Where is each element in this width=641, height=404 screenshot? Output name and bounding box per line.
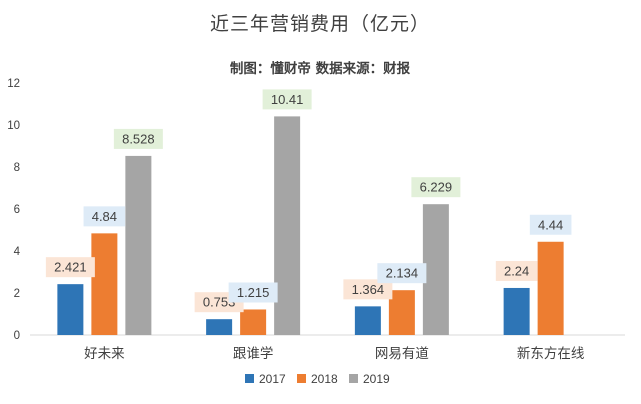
legend-swatch-2018 [297, 374, 306, 383]
data-label: 4.44 [538, 217, 563, 232]
y-tick-label: 2 [14, 288, 20, 300]
data-label: 6.229 [420, 180, 453, 195]
data-label: 8.528 [122, 131, 155, 146]
chart-title: 近三年营销费用（亿元） [210, 13, 430, 35]
data-label-bg [262, 89, 312, 110]
x-category-label: 好未来 [84, 346, 125, 362]
bar-2019 [274, 116, 301, 335]
legend-label: 2018 [311, 372, 338, 386]
bar-2018 [91, 233, 118, 335]
y-tick-label: 6 [14, 204, 20, 216]
legend-label: 2017 [259, 372, 286, 386]
data-label: 0.753 [203, 295, 236, 310]
data-label-bg [45, 257, 95, 278]
data-label: 2.134 [386, 266, 419, 281]
bar-2019 [422, 204, 449, 335]
legend-label: 2019 [363, 372, 390, 386]
bars [57, 116, 564, 335]
data-label-bg [495, 260, 538, 281]
legend-swatch-2019 [349, 374, 358, 383]
bar-2018 [388, 290, 415, 335]
y-tick-label: 0 [14, 330, 20, 342]
chart-subtitle: 制图：懂财帝 数据来源：财报 [230, 60, 411, 77]
legend: 2017 2018 2019 [245, 372, 390, 386]
x-category-label: 跟谁学 [233, 346, 274, 362]
data-label: 2.24 [504, 263, 529, 278]
data-label-bg [529, 214, 572, 235]
data-label-bg [83, 206, 126, 227]
data-label-bg [377, 263, 427, 284]
data-label-bg [411, 177, 461, 198]
y-tick-label: 12 [7, 78, 20, 90]
bar-2017 [503, 287, 530, 335]
bar-2017 [354, 306, 381, 335]
data-label: 1.215 [237, 285, 270, 300]
bar-2017 [206, 319, 233, 335]
y-axis: 0 2 4 6 8 10 12 [7, 78, 20, 342]
data-label-bg [228, 282, 278, 303]
x-axis: 好未来 跟谁学 网易有道 新东方在线 [84, 346, 584, 362]
y-tick-label: 4 [14, 246, 21, 258]
legend-swatch-2017 [245, 374, 254, 383]
data-label: 4.84 [92, 209, 117, 224]
bar-2017 [57, 284, 84, 335]
x-category-label: 新东方在线 [517, 346, 585, 362]
x-category-label: 网易有道 [375, 346, 429, 362]
bar-2018 [537, 241, 564, 335]
data-label: 1.364 [352, 282, 385, 297]
data-label-bg [343, 279, 393, 300]
y-tick-label: 10 [7, 120, 20, 132]
data-label: 2.421 [54, 260, 87, 275]
data-label: 10.41 [271, 92, 304, 107]
data-label-bg [113, 128, 163, 149]
bar-2019 [125, 155, 152, 335]
bar-2018 [240, 309, 267, 335]
y-tick-label: 8 [14, 162, 20, 174]
